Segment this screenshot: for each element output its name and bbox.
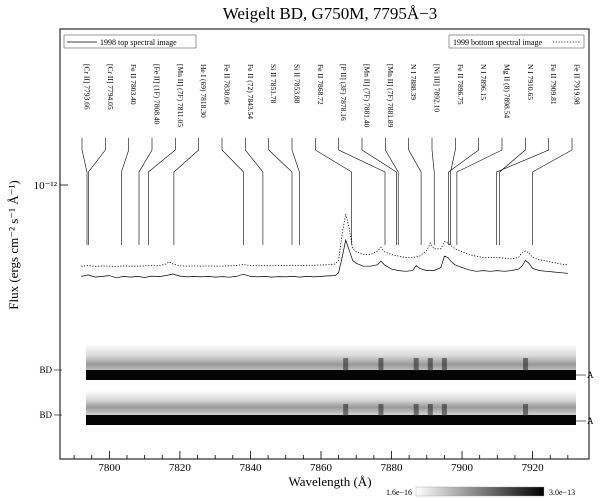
legend-box-left	[63, 34, 197, 49]
line-label: Fe II 7909.81	[549, 64, 558, 105]
x-tick-label: 7880	[381, 462, 404, 474]
line-marker	[81, 138, 88, 245]
line-label: Si II 7853.88	[293, 64, 302, 104]
line-label: Si II 7851.78	[269, 64, 278, 104]
row-label-bd-bottom: BD	[39, 410, 52, 420]
line-marker	[431, 138, 435, 245]
line-marker	[315, 138, 352, 245]
line-marker	[268, 138, 293, 245]
line-label: [Mn II] (7F) 7881.89	[386, 64, 395, 128]
spectral-image-feature	[427, 358, 433, 371]
line-marker	[138, 138, 153, 245]
spectra-curves	[81, 213, 568, 279]
line-marker	[532, 138, 573, 245]
line-marker	[448, 138, 479, 245]
spectral-image-top	[86, 344, 576, 380]
row-label-a-bottom: A	[587, 416, 594, 426]
spectral-image-feature	[413, 404, 419, 416]
line-marker	[148, 138, 176, 245]
line-marker	[450, 138, 456, 245]
x-tick-label: 7920	[522, 462, 545, 474]
line-label: [P II] (3F) 7878.16	[339, 64, 348, 121]
line-label: [Cr II] 7793.66	[83, 64, 92, 110]
line-marker	[173, 138, 199, 245]
line-label: [Mn II] (7F) 7881.40	[363, 64, 372, 128]
line-marker	[338, 138, 386, 245]
series-1998-solid	[81, 238, 568, 279]
x-axis-label: Wavelength (Å)	[288, 474, 371, 489]
x-tick-label: 7800	[98, 462, 121, 474]
spectral-image-bottom-halo	[86, 390, 576, 418]
legend-label-1998: 1998 top spectral image	[100, 38, 177, 47]
spectral-image-feature	[441, 404, 447, 416]
spectral-image-emission-features	[343, 358, 529, 416]
line-label: N I 7896.15	[479, 64, 488, 100]
row-label-bd-top: BD	[39, 365, 52, 375]
line-marker	[408, 138, 422, 245]
spectral-image-feature	[441, 358, 447, 371]
spectral-image-top-trace	[86, 370, 576, 380]
legend-1998: 1998 top spectral image	[63, 34, 197, 49]
line-marker	[499, 138, 526, 245]
x-axis: 7800 7820 7840 7860 7880 7900 7920	[73, 451, 569, 474]
line-marker	[385, 138, 399, 245]
x-tick-label: 7900	[451, 462, 474, 474]
y-tick-1e-12: 10⁻¹²	[34, 180, 68, 192]
line-marker	[361, 138, 397, 245]
spectral-image-row-labels: BD BD A A	[39, 365, 594, 426]
colorbar-max-label: 3.0e−13	[549, 488, 575, 497]
line-label: Fe II (72) 7843.54	[246, 64, 255, 119]
legend-box-right	[448, 34, 585, 49]
spectral-image-feature	[413, 358, 419, 371]
line-marker	[121, 138, 129, 245]
plot-frame	[59, 28, 590, 460]
line-label: Mg II (8) 7898.54	[503, 64, 512, 118]
line-label: [Cr II] 7794.05	[106, 64, 115, 110]
colorbar: 1.6e−16 3.0e−13	[386, 486, 575, 497]
row-label-a-top: A	[587, 370, 594, 380]
line-marker	[291, 138, 300, 245]
line-label: Fe II 7919.98	[573, 64, 582, 105]
line-label: N I 7910.65	[526, 64, 535, 100]
spectral-image-feature	[523, 404, 529, 416]
x-tick-label: 7860	[310, 462, 333, 474]
spectral-image-bottom	[86, 390, 576, 425]
legend-label-1999: 1999 bottom spectral image	[453, 38, 543, 47]
spectral-image-bottom-trace	[86, 415, 576, 425]
chart-title: Weigelt BD, G750M, 7795Å−3	[223, 4, 438, 23]
spectral-image-feature	[343, 404, 349, 416]
series-1999-dotted	[81, 213, 568, 267]
y-tick-label: 10⁻¹²	[34, 180, 58, 192]
line-marker	[245, 138, 264, 245]
line-label: He I (69) 7818.30	[199, 64, 208, 118]
line-label: [Mn II] (7F) 7811.05	[176, 64, 185, 127]
line-label: [Ni III] 7892.10	[433, 64, 442, 112]
line-marker	[221, 138, 244, 245]
line-label: Fe II 7896.75	[456, 64, 465, 105]
line-marker	[88, 138, 106, 245]
x-tick-label: 7820	[169, 462, 192, 474]
line-label: Fe II 7838.06	[223, 64, 232, 105]
line-identifications: [Cr II] 7793.66 [Cr II] 7794.05 Fe II 7803…	[81, 64, 582, 245]
line-marker	[456, 138, 503, 245]
spectral-image-feature	[523, 358, 529, 371]
line-label: [Fe II] (1F) 7808.40	[153, 64, 162, 125]
spectral-image-feature	[427, 404, 433, 416]
line-label: N I 7888.39	[409, 64, 418, 100]
y-axis-label: Flux (ergs cm⁻² s⁻¹ Å⁻¹)	[6, 180, 21, 310]
spectral-image-feature	[378, 404, 384, 416]
legend-1999: 1999 bottom spectral image	[448, 34, 585, 49]
line-marker	[496, 138, 549, 245]
spectral-image-feature	[378, 358, 384, 371]
colorbar-gradient	[415, 486, 545, 497]
colorbar-min-label: 1.6e−16	[386, 488, 412, 497]
x-tick-label: 7840	[239, 462, 262, 474]
spectral-image-feature	[343, 358, 349, 371]
line-label: Fe II 7868.72	[316, 64, 325, 105]
line-label: Fe II 7803.40	[129, 64, 138, 105]
